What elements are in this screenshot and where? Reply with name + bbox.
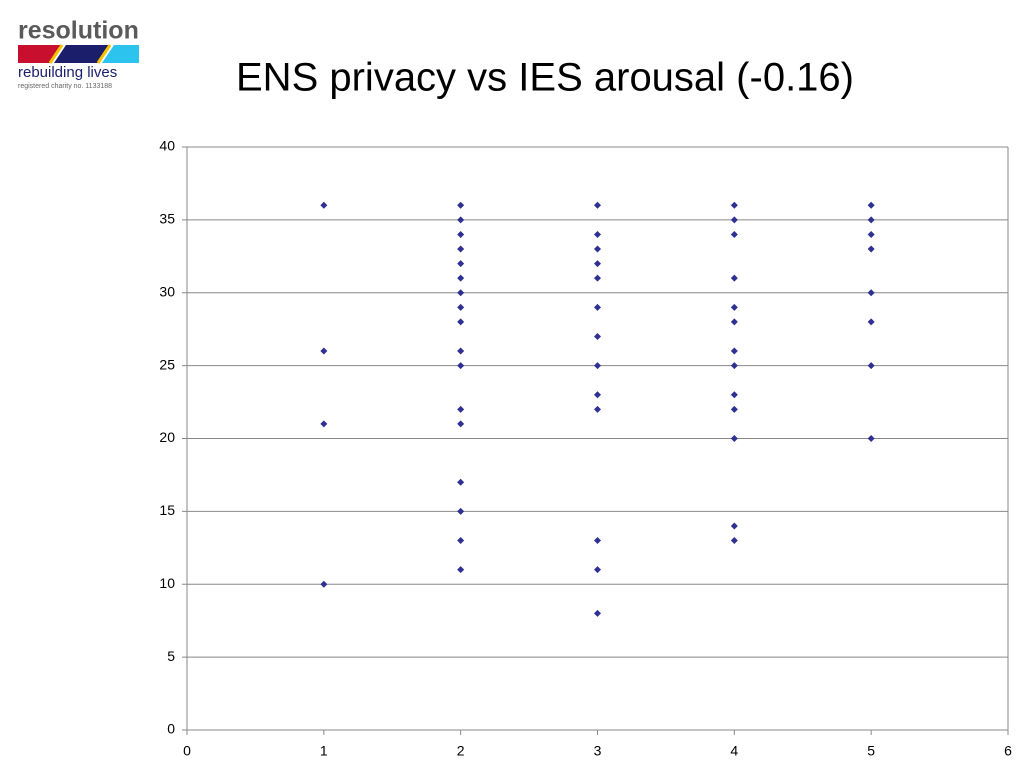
point [594,566,601,574]
point [457,478,465,486]
point [457,347,465,355]
point [594,245,601,253]
logo-divider [48,44,64,64]
x-tick-label: 6 [1004,743,1012,759]
point [730,274,738,282]
point [730,405,738,413]
point [457,507,465,515]
y-tick-label: 0 [167,721,175,737]
point [867,289,875,297]
point [730,230,738,238]
point [457,362,465,370]
point [594,391,601,399]
point [594,201,601,209]
x-tick-label: 4 [730,743,738,759]
point [867,435,875,442]
point [594,332,601,340]
y-tick-label: 35 [159,211,175,227]
y-tick-label: 30 [159,283,175,299]
point [730,522,738,530]
point [594,405,601,413]
point [730,347,738,355]
x-tick-label: 1 [320,743,328,759]
y-tick-label: 5 [167,648,175,664]
point [594,537,601,545]
y-tick-label: 20 [159,429,175,445]
point [594,230,601,238]
point [730,201,738,209]
point [594,362,601,370]
logo-charity: registered charity no. 1133188 [18,83,112,90]
point [457,303,465,311]
point [867,362,875,370]
logo-stripe-navy [54,45,110,63]
x-tick-label: 2 [457,743,465,759]
point [730,303,738,311]
y-tick-label: 40 [159,138,175,154]
point [594,274,601,282]
point [457,245,465,253]
point [457,420,465,428]
point [457,274,465,282]
point [320,201,328,209]
y-tick-label: 25 [159,356,175,372]
point [867,201,875,209]
point [457,566,465,574]
point [594,303,601,311]
point [320,347,328,355]
logo-tagline: rebuilding lives [18,64,117,81]
point [594,609,601,617]
point [457,216,465,224]
point [730,362,738,370]
x-tick-label: 5 [867,743,875,759]
point [320,580,328,588]
point [457,318,465,326]
logo-stripe-cyan [102,45,139,63]
point [457,405,465,413]
logo-stripe-red [18,45,62,63]
point [320,420,328,428]
point [730,435,738,442]
point [867,318,875,326]
x-tick-label: 3 [594,743,602,759]
point [730,391,738,399]
chart-title: ENS privacy vs IES arousal (-0.16) [236,56,854,100]
point [457,201,465,209]
logo-name: resolution [18,17,139,45]
point [457,230,465,238]
point [457,537,465,545]
point [867,216,875,224]
x-tick-label: 0 [183,743,191,759]
point [730,318,738,326]
point [457,260,465,268]
y-tick-label: 10 [159,575,175,591]
point [867,230,875,238]
point [457,289,465,297]
point [730,216,738,224]
logo-divider [96,44,112,64]
point [730,537,738,545]
y-tick-label: 15 [159,502,175,518]
point [867,245,875,253]
point [594,260,601,268]
